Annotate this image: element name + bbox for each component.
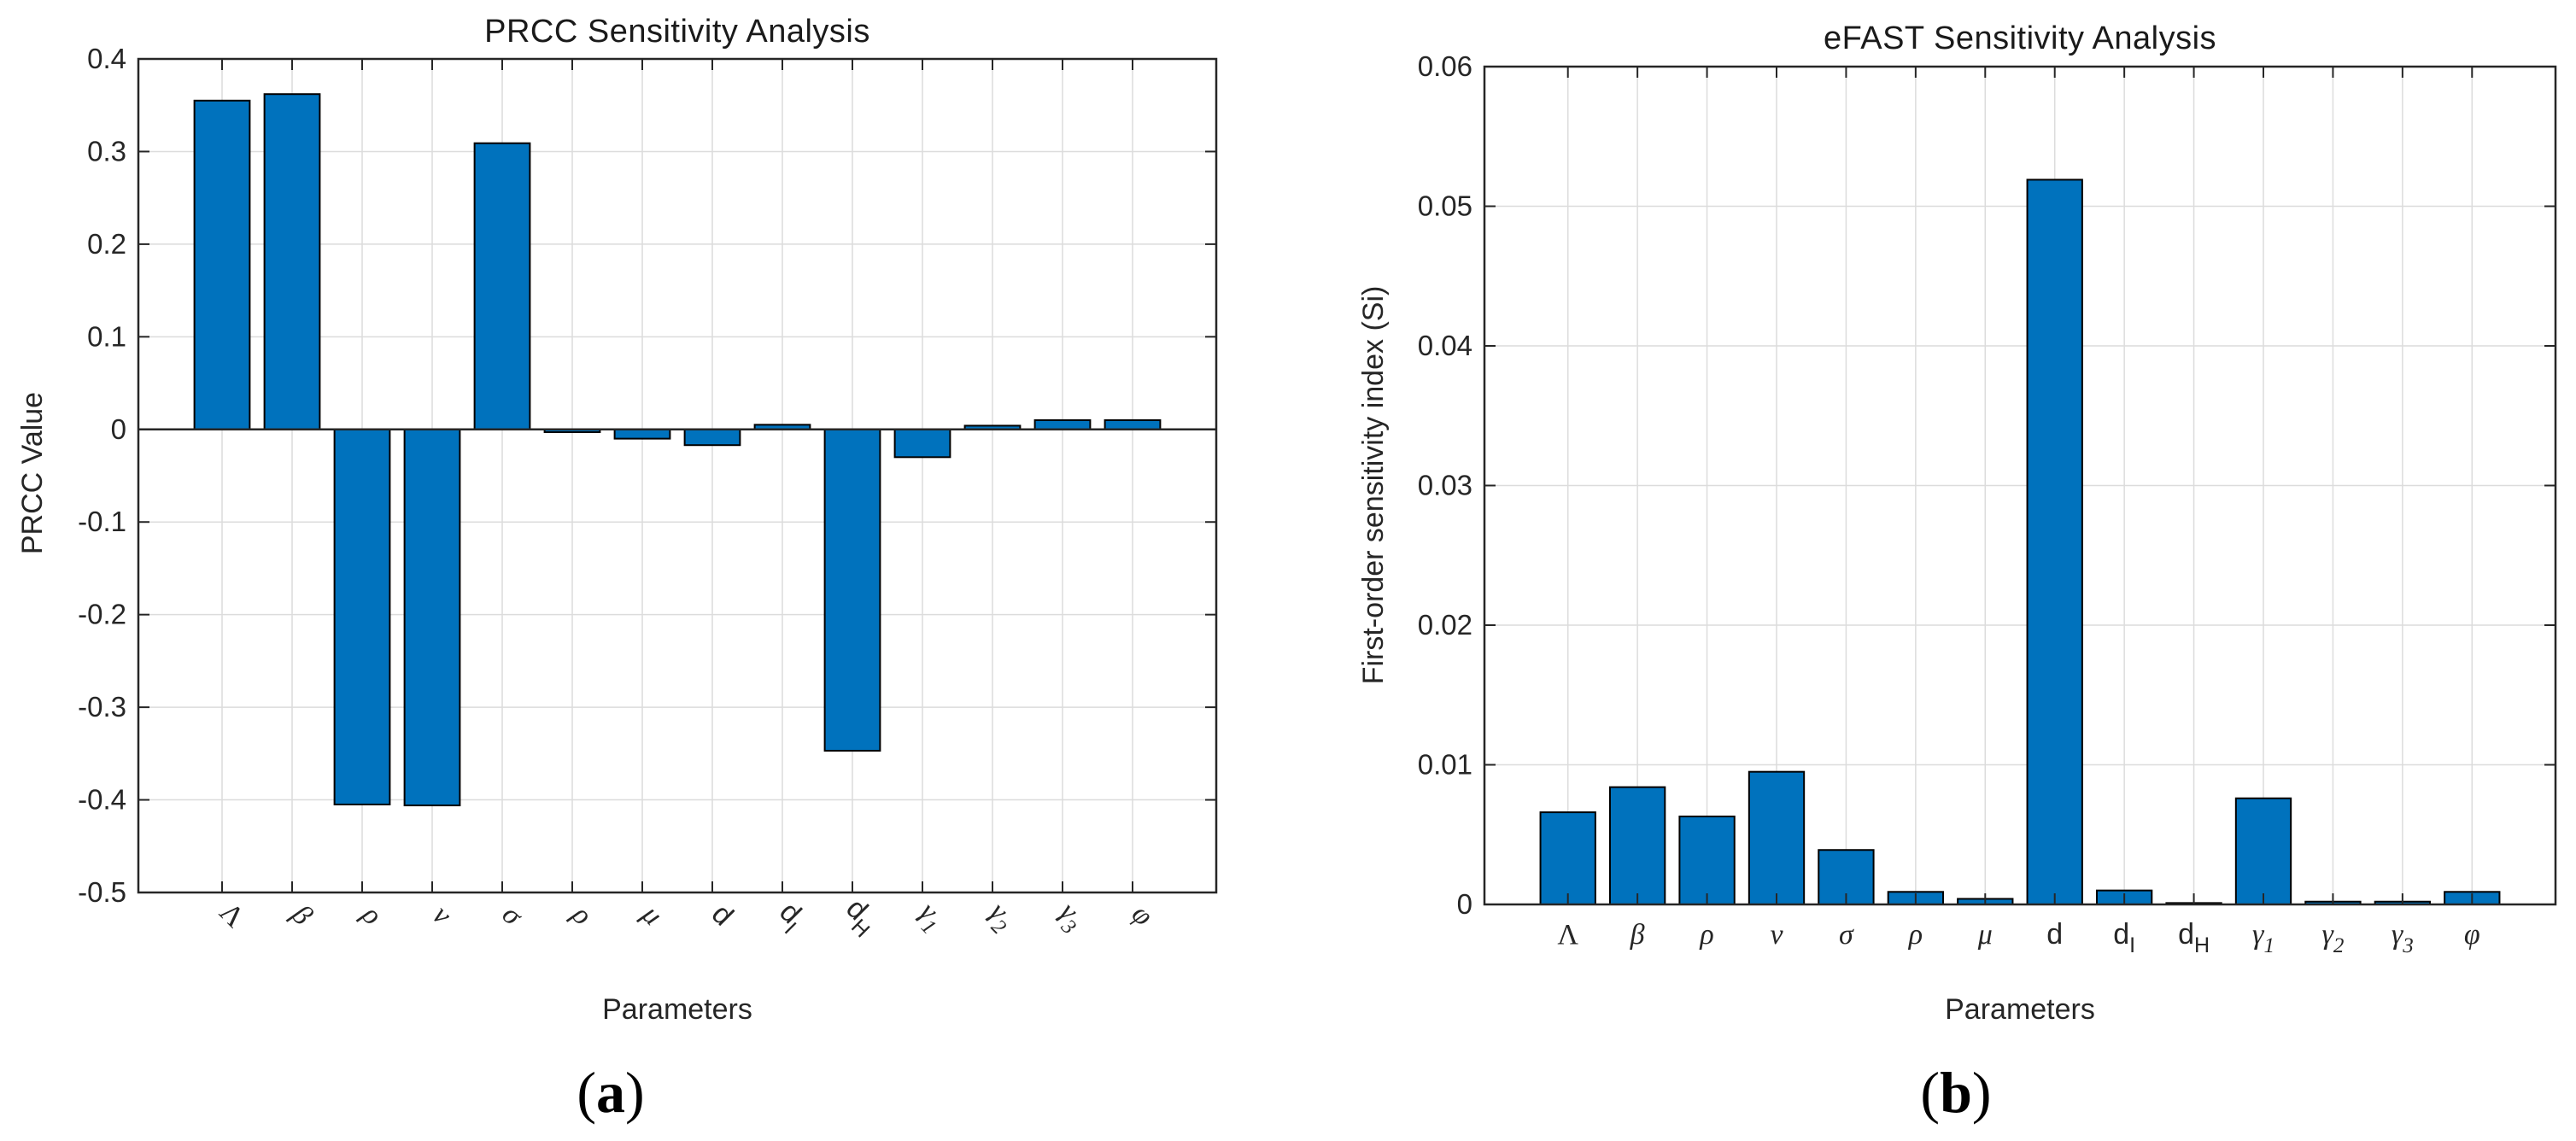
x-tick-label-φ: φ (2464, 919, 2480, 951)
y-tick-label-0.03: 0.03 (1418, 470, 1472, 501)
caption-a-open-paren: ( (577, 1060, 596, 1125)
x-tick-label-γ3: γ3 (2392, 919, 2414, 957)
y-tick-label-0.1: 0.1 (87, 320, 126, 352)
y-tick-label--0.4: -0.4 (78, 784, 126, 816)
bar-Λ-0 (193, 99, 251, 430)
y-tick-label-0.06: 0.06 (1418, 50, 1472, 82)
y-tick-label-0.04: 0.04 (1418, 330, 1472, 361)
x-tick-label-dH: dH (2178, 918, 2210, 957)
bar-d-7 (2026, 178, 2083, 905)
x-tick-label-γ1: γ1 (909, 896, 951, 939)
x-tick-label-β: β (1630, 919, 1645, 951)
bar-β-1 (1608, 786, 1666, 905)
x-tick-label-γ2: γ2 (2321, 919, 2344, 957)
x-tick-label-μ: μ (1977, 919, 1993, 951)
axes-box (137, 57, 1218, 894)
x-tick-label-ρ: ρ (1908, 919, 1923, 951)
y-tick-label-0: 0 (111, 413, 126, 445)
y-tick-label--0.5: -0.5 (78, 876, 126, 908)
y-tick-label--0.2: -0.2 (78, 599, 126, 630)
bar-ν-3 (1748, 770, 1806, 905)
caption-a-letter: a (596, 1060, 625, 1125)
caption-b-close-paren: ) (1971, 1060, 1992, 1125)
x-tick-label-Λ: Λ (1557, 919, 1578, 951)
bar-β-1 (263, 93, 321, 430)
bar-Λ-0 (1539, 811, 1596, 906)
bar-γ1-10 (893, 428, 951, 459)
prcc-x-axis-label: Parameters (602, 993, 752, 1026)
caption-b: (b) (1785, 1059, 2127, 1126)
y-tick-label-0.3: 0.3 (87, 135, 126, 167)
caption-a-close-paren: ) (625, 1060, 645, 1125)
y-tick-label-0.05: 0.05 (1418, 190, 1472, 222)
efast-chart-title: eFAST Sensitivity Analysis (1823, 20, 2217, 56)
x-tick-label-ρ: ρ (1699, 919, 1713, 951)
x-tick-label-σ: σ (1839, 919, 1854, 951)
x-tick-label-ν: ν (1770, 919, 1783, 951)
bar-γ1-10 (2234, 797, 2292, 905)
y-tick-label-0.02: 0.02 (1418, 609, 1472, 641)
efast-x-axis-label: Parameters (1945, 993, 2095, 1026)
y-tick-label-0.2: 0.2 (87, 228, 126, 260)
x-tick-label-d: d (2046, 918, 2063, 951)
bar-ρ-2 (1678, 815, 1736, 905)
y-tick-label--0.3: -0.3 (78, 691, 126, 723)
caption-b-letter: b (1940, 1060, 1972, 1125)
caption-b-open-paren: ( (1920, 1060, 1941, 1125)
y-tick-label-0: 0 (1457, 888, 1472, 920)
y-tick-label-0.4: 0.4 (87, 43, 126, 74)
y-tick-label--0.1: -0.1 (78, 506, 126, 537)
prcc-chart-title: PRCC Sensitivity Analysis (484, 14, 870, 50)
caption-a: (a) (440, 1059, 782, 1126)
bar-σ-4 (473, 142, 531, 430)
y-tick-label-0.01: 0.01 (1418, 749, 1472, 781)
x-tick-label-γ1: γ1 (2252, 919, 2274, 957)
efast-y-axis-label: First-order sensitivity index (Si) (1357, 285, 1390, 685)
x-tick-label-dI: dI (2113, 918, 2135, 957)
